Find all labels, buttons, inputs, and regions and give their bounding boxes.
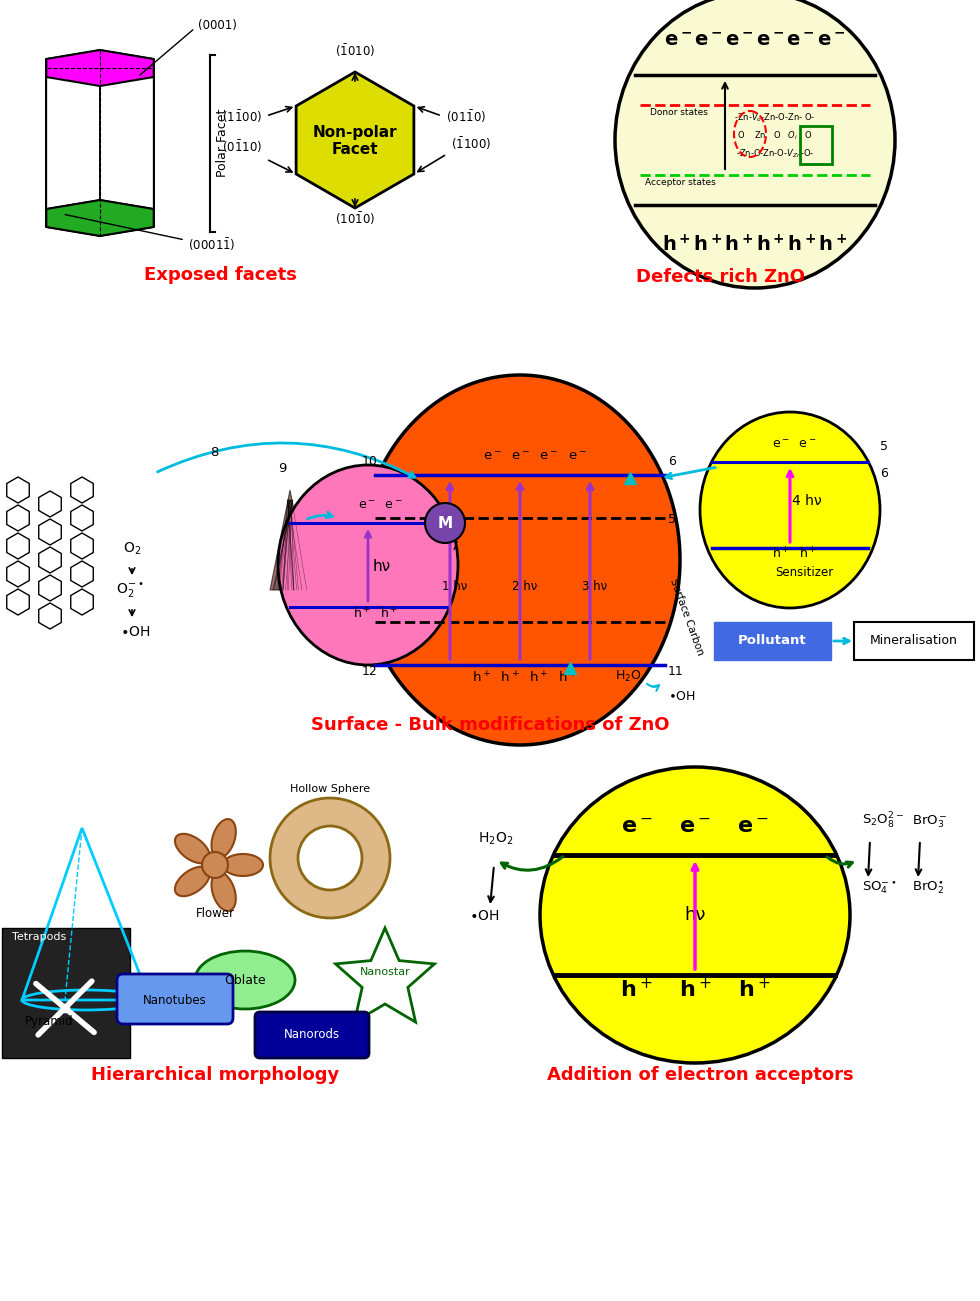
Text: ($\bar{1}$010): ($\bar{1}$010) bbox=[335, 43, 375, 59]
Text: 12: 12 bbox=[362, 665, 377, 678]
Circle shape bbox=[202, 852, 228, 878]
FancyBboxPatch shape bbox=[714, 622, 831, 660]
Ellipse shape bbox=[212, 820, 236, 857]
Text: 9: 9 bbox=[278, 462, 286, 475]
Text: Surface Carbon: Surface Carbon bbox=[668, 578, 705, 657]
Text: 1 hν: 1 hν bbox=[442, 580, 467, 593]
Text: BrO$_3^-$: BrO$_3^-$ bbox=[912, 814, 948, 830]
Ellipse shape bbox=[195, 951, 295, 1010]
Text: (0001$\bar{1}$): (0001$\bar{1}$) bbox=[188, 237, 235, 254]
Text: Tetrapods: Tetrapods bbox=[12, 932, 67, 942]
Text: ($\bar{1}$100): ($\bar{1}$100) bbox=[451, 135, 491, 152]
Text: $\bullet$OH: $\bullet$OH bbox=[668, 690, 696, 703]
Ellipse shape bbox=[174, 866, 210, 896]
Text: Pollutant: Pollutant bbox=[738, 635, 807, 648]
Text: Exposed facets: Exposed facets bbox=[143, 265, 296, 284]
Text: 5: 5 bbox=[668, 513, 676, 526]
Text: 10: 10 bbox=[362, 455, 378, 468]
Ellipse shape bbox=[174, 834, 210, 864]
Polygon shape bbox=[46, 49, 154, 86]
Text: Hierarchical morphology: Hierarchical morphology bbox=[91, 1066, 339, 1084]
Text: Acceptor states: Acceptor states bbox=[645, 178, 715, 187]
Polygon shape bbox=[46, 49, 100, 209]
Polygon shape bbox=[296, 72, 414, 208]
Text: 5: 5 bbox=[880, 440, 888, 453]
Polygon shape bbox=[46, 200, 154, 235]
Text: 6: 6 bbox=[668, 455, 676, 468]
Text: (10$\bar{1}$0): (10$\bar{1}$0) bbox=[335, 211, 375, 226]
Text: Non-polar: Non-polar bbox=[313, 125, 397, 139]
Polygon shape bbox=[46, 77, 100, 235]
Text: H$_2$O$_2$: H$_2$O$_2$ bbox=[478, 831, 514, 847]
Text: SO$_4^{-\bullet}$: SO$_4^{-\bullet}$ bbox=[862, 879, 897, 895]
Ellipse shape bbox=[360, 375, 680, 745]
Text: Oblate: Oblate bbox=[224, 973, 266, 986]
Text: Nanostar: Nanostar bbox=[360, 967, 411, 977]
Text: e$^-$  e$^-$: e$^-$ e$^-$ bbox=[772, 438, 816, 451]
Ellipse shape bbox=[212, 872, 236, 911]
Text: H$_2$O: H$_2$O bbox=[615, 669, 642, 684]
Text: O    Zn   O   $O_i$   O: O Zn O $O_i$ O bbox=[737, 129, 812, 142]
FancyBboxPatch shape bbox=[2, 928, 130, 1058]
Text: 2 hν: 2 hν bbox=[512, 580, 537, 593]
Text: Defects rich ZnO: Defects rich ZnO bbox=[635, 268, 805, 286]
Text: Donor states: Donor states bbox=[650, 108, 708, 117]
FancyBboxPatch shape bbox=[117, 974, 233, 1024]
Circle shape bbox=[425, 503, 465, 543]
Text: Mineralisation: Mineralisation bbox=[870, 635, 957, 648]
Text: O$_2$: O$_2$ bbox=[123, 541, 141, 557]
Text: e$^-$  e$^-$  e$^-$  e$^-$: e$^-$ e$^-$ e$^-$ e$^-$ bbox=[483, 450, 587, 463]
Text: $\bullet$OH: $\bullet$OH bbox=[120, 624, 151, 639]
Circle shape bbox=[270, 798, 390, 919]
Ellipse shape bbox=[540, 768, 850, 1063]
Ellipse shape bbox=[223, 853, 263, 876]
Text: Nanorods: Nanorods bbox=[284, 1029, 340, 1042]
FancyBboxPatch shape bbox=[255, 1012, 369, 1058]
Polygon shape bbox=[100, 49, 154, 209]
Text: 8: 8 bbox=[210, 446, 219, 459]
Text: Addition of electron acceptors: Addition of electron acceptors bbox=[547, 1066, 854, 1084]
Text: O$_2^{-\bullet}$: O$_2^{-\bullet}$ bbox=[116, 582, 143, 600]
Text: Nanotubes: Nanotubes bbox=[143, 994, 207, 1007]
Text: 4 hν: 4 hν bbox=[792, 494, 822, 507]
Text: 11: 11 bbox=[668, 665, 684, 678]
Text: S$_2$O$_8^{2-}$: S$_2$O$_8^{2-}$ bbox=[862, 811, 904, 831]
Text: h$^+$   h$^+$   h$^+$: h$^+$ h$^+$ h$^+$ bbox=[619, 977, 770, 1000]
Text: h$^+$  h$^+$: h$^+$ h$^+$ bbox=[772, 546, 817, 562]
Text: e$^-$   e$^-$   e$^-$: e$^-$ e$^-$ e$^-$ bbox=[621, 817, 769, 837]
Text: Facet: Facet bbox=[331, 143, 378, 157]
Text: e$\mathbf{^-}$e$\mathbf{^-}$e$\mathbf{^-}$e$\mathbf{^-}$e$\mathbf{^-}$e$\mathbf{: e$\mathbf{^-}$e$\mathbf{^-}$e$\mathbf{^-… bbox=[664, 30, 846, 49]
Text: 6: 6 bbox=[880, 467, 888, 480]
Text: Pyramid: Pyramid bbox=[25, 1015, 74, 1028]
Text: M: M bbox=[437, 515, 453, 531]
Text: -Zn-O-Zn-O-$V_{Zn}$-O-: -Zn-O-Zn-O-$V_{Zn}$-O- bbox=[736, 147, 814, 160]
Text: -Zn-$V_o$-Zn-O-Zn- O-: -Zn-$V_o$-Zn-O-Zn- O- bbox=[734, 111, 815, 124]
Ellipse shape bbox=[700, 412, 880, 608]
Polygon shape bbox=[100, 77, 154, 235]
Polygon shape bbox=[270, 490, 310, 589]
Text: hν: hν bbox=[373, 559, 391, 574]
Text: (0001): (0001) bbox=[198, 20, 237, 33]
Text: 7: 7 bbox=[451, 540, 459, 553]
Text: (0$\bar{1}$10): (0$\bar{1}$10) bbox=[222, 139, 262, 155]
FancyBboxPatch shape bbox=[854, 622, 974, 660]
Text: Sensitizer: Sensitizer bbox=[775, 566, 833, 579]
Text: Polar Facet: Polar Facet bbox=[216, 109, 228, 177]
Text: (1$\bar{1}$00): (1$\bar{1}$00) bbox=[222, 108, 262, 125]
Text: (01$\bar{1}$0): (01$\bar{1}$0) bbox=[446, 108, 486, 125]
Text: h$^+$  h$^+$  h$^+$  h$^+$: h$^+$ h$^+$ h$^+$ h$^+$ bbox=[472, 671, 577, 686]
Ellipse shape bbox=[278, 464, 458, 665]
Text: e$^-$  e$^-$: e$^-$ e$^-$ bbox=[358, 500, 403, 513]
Text: h$^+$  h$^+$: h$^+$ h$^+$ bbox=[353, 606, 398, 622]
Text: $\bullet$OH: $\bullet$OH bbox=[468, 909, 500, 922]
Text: Flower: Flower bbox=[195, 907, 234, 920]
Text: BrO$_2^{\bullet}$: BrO$_2^{\bullet}$ bbox=[912, 879, 944, 895]
Text: h$\mathbf{^+}$h$\mathbf{^+}$h$\mathbf{^+}$h$\mathbf{^+}$h$\mathbf{^+}$h$\mathbf{: h$\mathbf{^+}$h$\mathbf{^+}$h$\mathbf{^+… bbox=[662, 234, 848, 256]
Ellipse shape bbox=[615, 0, 895, 288]
Text: hν: hν bbox=[684, 905, 706, 924]
Text: Surface - Bulk modifications of ZnO: Surface - Bulk modifications of ZnO bbox=[311, 716, 669, 734]
Text: 3 hν: 3 hν bbox=[582, 580, 608, 593]
Text: Hollow Sphere: Hollow Sphere bbox=[290, 785, 370, 794]
Circle shape bbox=[298, 826, 362, 890]
